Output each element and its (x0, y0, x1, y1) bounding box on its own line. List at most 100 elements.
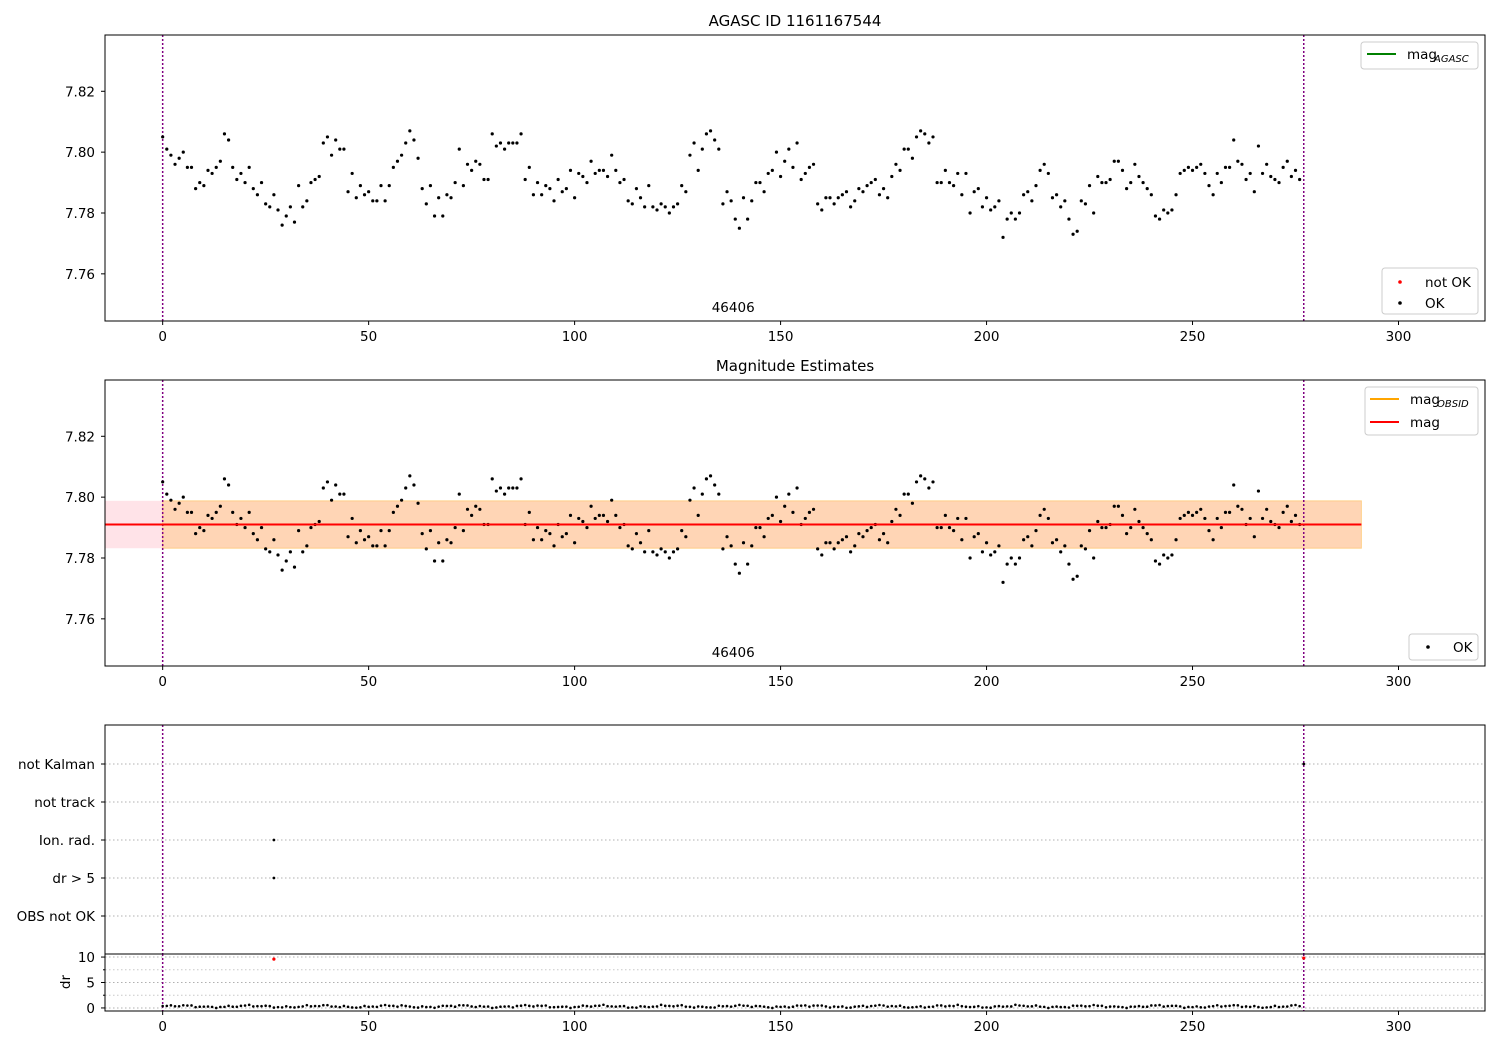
panel2-data-point (321, 486, 325, 490)
panel2-data-point (717, 492, 721, 496)
panel1-data-point (251, 187, 255, 191)
panel4-xtick-label: 50 (360, 1019, 377, 1035)
panel1-ytick-label: 7.76 (65, 267, 95, 283)
panel1-data-point (486, 177, 490, 182)
panel1-data-point (762, 190, 766, 194)
panel2-data-point (585, 525, 589, 530)
dr-data-point (1273, 1004, 1277, 1008)
panel2-data-point (704, 477, 709, 481)
panel2-data-point (898, 513, 902, 517)
panel1-data-point (778, 174, 783, 179)
dr-data-point (696, 1005, 700, 1008)
panel1-data-point (379, 184, 383, 188)
dr-data-point (1100, 1004, 1104, 1008)
panel1-data-point (1129, 180, 1133, 185)
panel2-data-point (696, 513, 700, 517)
panel1-data-point (268, 205, 272, 209)
panel1-data-point (1236, 159, 1240, 163)
dr-data-point (598, 1004, 601, 1008)
panel2-xtick-label: 150 (768, 674, 794, 690)
dr-data-point (1117, 1005, 1120, 1009)
panel2-data-point (1030, 544, 1034, 548)
panel2-data-point (614, 513, 618, 517)
dr-data-point (495, 1006, 498, 1009)
panel1-data-point (1199, 162, 1203, 166)
dr-data-point (1014, 1003, 1017, 1007)
panel2-data-point (1149, 538, 1153, 542)
dr-data-point (964, 1005, 968, 1009)
dr-data-point (214, 1006, 218, 1010)
dr-data-point (668, 1004, 671, 1008)
dr-data-point (906, 1006, 910, 1009)
panel1-data-point (663, 205, 667, 209)
panel1-data-point (387, 184, 391, 188)
panel1-data-point (610, 153, 614, 157)
panel1-data-point (354, 196, 358, 200)
dr-data-point (202, 1005, 206, 1008)
dr-data-point (919, 1004, 922, 1008)
panel1-data-point (235, 177, 239, 182)
panel2-data-point (354, 541, 358, 545)
panel1-data-point (416, 156, 420, 160)
dr-data-point (284, 1004, 288, 1008)
panel2-data-point (951, 529, 956, 533)
dr-data-point (515, 1004, 519, 1008)
dr-data-point (783, 1005, 787, 1008)
dr-data-point (445, 1004, 449, 1008)
panel1-data-point (404, 141, 408, 145)
panel2-data-point (1145, 532, 1149, 536)
panel2-data-point (1285, 504, 1289, 508)
panel1-data-point (943, 168, 947, 172)
dr-data-point (1104, 1005, 1108, 1009)
panel1-data-point (700, 147, 704, 151)
dr-data-point (251, 1005, 255, 1008)
panel2-data-point (811, 507, 816, 511)
panel2-data-point (420, 532, 424, 536)
panel1-data-point (540, 193, 544, 197)
panel2-data-point (1182, 513, 1186, 517)
panel2-data-point (1034, 529, 1038, 533)
panel2-data-point (766, 516, 770, 521)
panel2-data-point (692, 486, 696, 490)
panel2-data-point (783, 504, 787, 508)
panel1-data-point (1273, 177, 1277, 182)
panel1-data-point (198, 180, 202, 185)
dr-data-point (1063, 1005, 1067, 1009)
dr-data-point (181, 1004, 185, 1007)
panel1-data-point (1013, 217, 1017, 221)
dr-data-point (1112, 1005, 1116, 1008)
panel2-data-point (634, 532, 639, 536)
panel1-data-point (375, 199, 379, 203)
dr-data-point (874, 1004, 877, 1007)
panel2-data-point (791, 510, 795, 514)
panel1-data-point (1050, 196, 1055, 200)
panel2-data-point (919, 474, 923, 478)
panel2-data-point (1050, 541, 1055, 545)
dr-data-point (915, 1005, 918, 1009)
dr-data-point (1042, 1005, 1046, 1009)
panel1-data-point (305, 199, 309, 203)
panel2-data-point (989, 553, 993, 557)
panel2-data-point (181, 495, 185, 499)
panel2-data-point (597, 513, 601, 517)
panel2-data-point (194, 532, 198, 536)
panel1-data-point (210, 171, 214, 176)
panel1-data-point (1141, 180, 1145, 185)
panel1-data-point (1120, 168, 1125, 172)
dr-data-point (1108, 1005, 1112, 1008)
panel2-legend-entry-label: OK (1453, 640, 1474, 656)
dr-data-point (556, 1005, 560, 1009)
panel4-xtick-label: 250 (1180, 1019, 1206, 1035)
dr-data-point (1182, 1006, 1186, 1010)
panel1-legend-entry-label: not OK (1425, 275, 1472, 291)
panel2-data-point (651, 550, 655, 554)
panel1-data-point (746, 217, 750, 221)
panel2-data-point (688, 498, 692, 502)
panel2-data-point (993, 550, 997, 554)
dr-data-point (462, 1004, 465, 1007)
panel1-data-point (816, 202, 820, 206)
dr-data-point (589, 1005, 593, 1008)
panel1-data-point (857, 187, 861, 191)
dr-data-point (1195, 1005, 1198, 1008)
panel2-data-point (1227, 510, 1232, 514)
